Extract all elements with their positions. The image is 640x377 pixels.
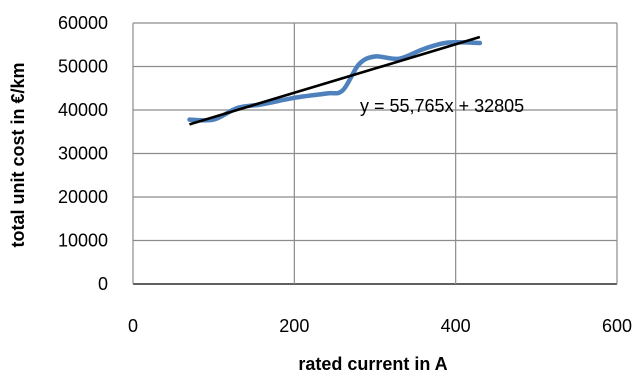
y-tick-label: 20000 [58,187,108,207]
series-layer [187,39,483,123]
x-tick-label: 400 [441,316,471,336]
x-tick-label: 600 [602,316,632,336]
y-tick-label: 30000 [58,144,108,164]
data-series-line [187,39,483,123]
trendline-equation: y = 55,765x + 32805 [360,96,524,116]
y-axis-title: total unit cost in €/km [8,62,28,247]
x-tick-label: 0 [128,316,138,336]
x-tick-label: 200 [279,316,309,336]
grid-lines [132,22,618,285]
y-tick-label: 0 [98,274,108,294]
y-tick-label: 60000 [58,13,108,33]
trendline [189,35,481,126]
y-tick-label: 50000 [58,57,108,77]
x-axis-title: rated current in A [298,354,447,374]
x-tick-labels: 0 200 400 600 [128,316,632,336]
y-tick-label: 40000 [58,100,108,120]
y-tick-labels: 0 10000 20000 30000 40000 50000 60000 [58,13,108,294]
y-tick-label: 10000 [58,231,108,251]
trendline-layer [189,35,481,126]
